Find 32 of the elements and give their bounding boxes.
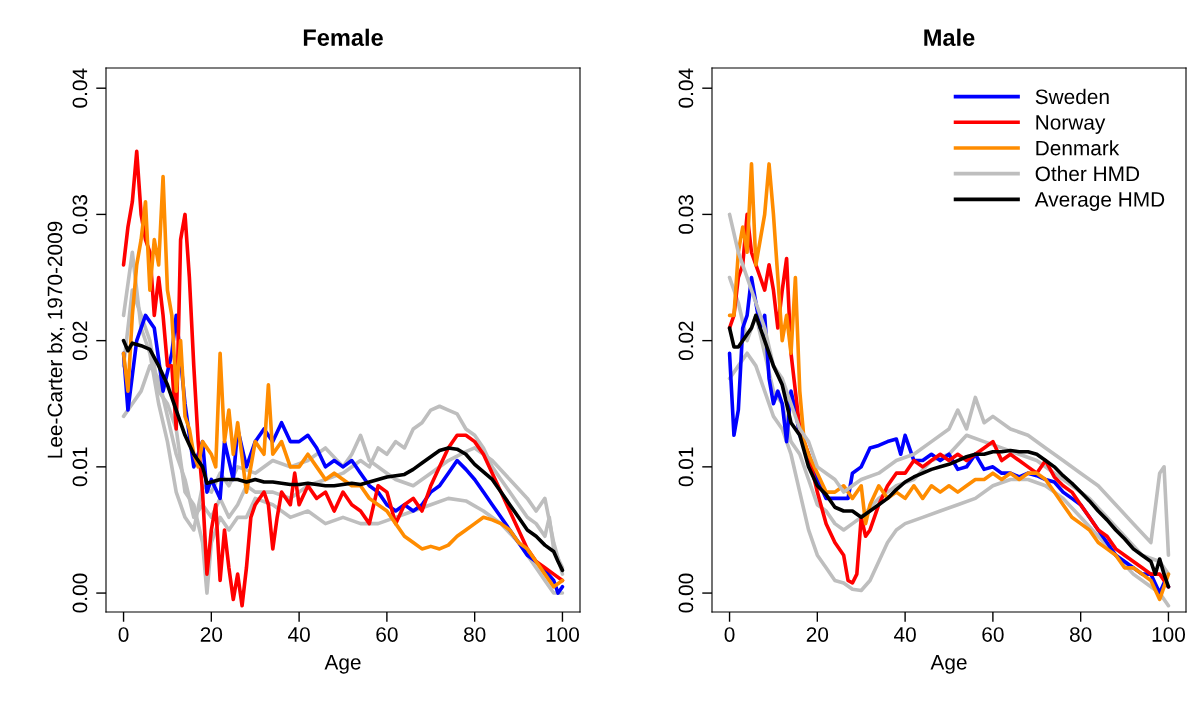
y-tick-label: 0.03: [678, 195, 694, 234]
legend-label: Sweden: [1035, 88, 1109, 105]
legend-label: Denmark: [1036, 140, 1120, 156]
x-tick-label: 60: [982, 627, 1004, 642]
x-tick-label: 80: [1069, 627, 1092, 642]
legend-label: Norway: [1036, 115, 1106, 134]
x-tick-label: 100: [1152, 627, 1186, 642]
y-tick-label: 0.02: [678, 321, 694, 361]
x-tick-label: 40: [288, 627, 310, 642]
x-tick-label: 100: [546, 627, 580, 642]
y-tick-label: 0.04: [678, 68, 694, 108]
legend-label: Average HMD: [1034, 192, 1165, 211]
y-tick-label: 0.02: [72, 321, 88, 361]
y-tick-label: 0.00: [678, 573, 694, 613]
chart-title: Male: [924, 28, 975, 47]
x-tick-label: 0: [118, 627, 129, 642]
x-tick-label: 20: [806, 627, 829, 642]
chart-title: Female: [303, 28, 383, 47]
y-tick-label: 0.03: [72, 195, 88, 234]
legend-label: Other HMD: [1035, 165, 1140, 182]
y-tick-label: 0.00: [72, 573, 88, 613]
x-tick-label: 80: [463, 627, 486, 642]
x-tick-label: 20: [200, 627, 223, 642]
y-tick-label: 0.04: [72, 68, 88, 108]
x-axis-title: Age: [930, 655, 967, 674]
y-axis-title: Lee-Carter bx, 1970-2009: [47, 221, 65, 458]
x-tick-label: 0: [724, 627, 735, 642]
x-axis-title: Age: [324, 655, 361, 674]
x-tick-label: 60: [376, 627, 398, 642]
y-tick-label: 0.01: [72, 447, 88, 487]
x-tick-label: 40: [894, 627, 916, 642]
y-tick-label: 0.01: [678, 447, 694, 487]
